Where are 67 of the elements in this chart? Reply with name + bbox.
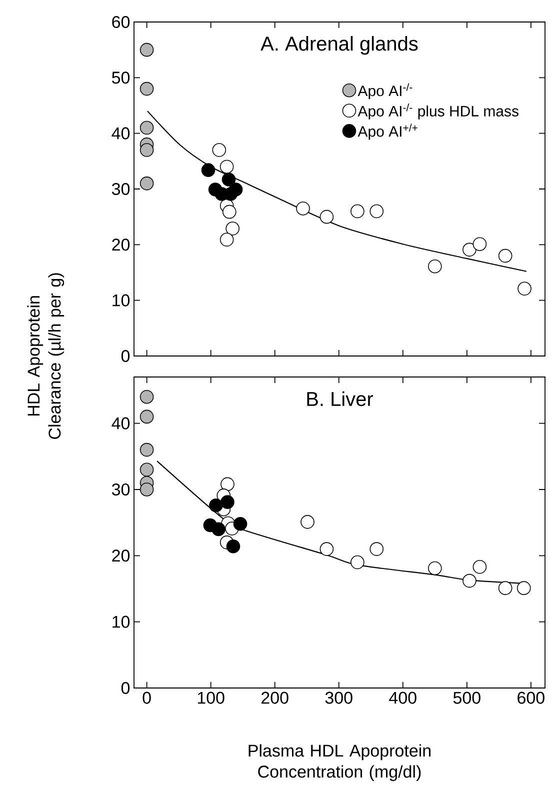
- point: [300, 515, 314, 529]
- point: [226, 222, 240, 236]
- y-tick-label: 30: [112, 182, 130, 196]
- point: [140, 143, 154, 157]
- point: [498, 581, 512, 595]
- y-tick-label: 40: [112, 417, 130, 430]
- point: [140, 82, 154, 96]
- x-tick-label: 300: [325, 692, 352, 704]
- point: [296, 202, 310, 216]
- y-tick-label: 20: [112, 550, 130, 562]
- point: [220, 232, 234, 247]
- point: [320, 210, 334, 224]
- legend-label: Apo AI$^{-/-}$ plus HDL mass: [358, 104, 518, 120]
- point: [516, 581, 531, 595]
- y-tick-label: 40: [112, 127, 130, 140]
- point: [320, 542, 334, 556]
- point: [350, 204, 364, 218]
- y-tick-label: 10: [112, 294, 130, 306]
- point: [462, 574, 476, 588]
- point: [233, 517, 248, 531]
- point: [140, 482, 154, 496]
- x-tick-label: 500: [453, 692, 480, 704]
- x-tick-label: 0: [142, 692, 151, 704]
- point: [220, 495, 234, 509]
- y-tick-label: 0: [121, 682, 130, 694]
- x-tick-label: 600: [518, 692, 544, 704]
- point: [472, 560, 487, 574]
- text: B. Liver: [307, 391, 374, 406]
- point: [350, 555, 364, 570]
- point: [140, 390, 154, 404]
- point: [518, 282, 532, 296]
- point: [209, 498, 223, 512]
- point: [370, 204, 384, 218]
- y-tick-label: 10: [112, 616, 130, 628]
- point: [428, 259, 442, 274]
- text: A. Adrenal glands: [260, 36, 418, 55]
- point: [462, 242, 476, 257]
- y-tick-label: 50: [112, 72, 130, 84]
- legend-label: Apo AI$^{-/-}$: [358, 83, 412, 100]
- point: [498, 248, 512, 263]
- x-tick-label: 200: [262, 692, 288, 704]
- point: [220, 477, 234, 492]
- point: [212, 143, 226, 157]
- y-axis-title: HDL Apoprotein Clearance (µl/h per g): [27, 273, 64, 439]
- point: [226, 540, 240, 554]
- point: [220, 160, 234, 174]
- point: [201, 163, 216, 177]
- point: [140, 120, 154, 135]
- y-tick-label: 30: [112, 483, 130, 496]
- y-tick-label: 60: [112, 16, 130, 28]
- point: [140, 176, 154, 190]
- y-tick-label: 0: [121, 350, 130, 362]
- point: [370, 542, 384, 556]
- point: [140, 442, 154, 457]
- y-tick-label: 20: [112, 238, 130, 251]
- point: [222, 204, 236, 219]
- point: [212, 522, 226, 536]
- point: [222, 172, 236, 186]
- point: [472, 237, 487, 252]
- legend-label: Apo AI$^{+/+}$: [358, 124, 418, 140]
- x-axis-title: Plasma HDL Apoprotein Concentration (mg/dl): [248, 744, 430, 782]
- point: [140, 42, 154, 57]
- x-tick-label: 100: [198, 692, 224, 704]
- x-tick-label: 400: [389, 692, 416, 704]
- point: [140, 410, 154, 424]
- point: [428, 561, 442, 576]
- point: [140, 462, 154, 477]
